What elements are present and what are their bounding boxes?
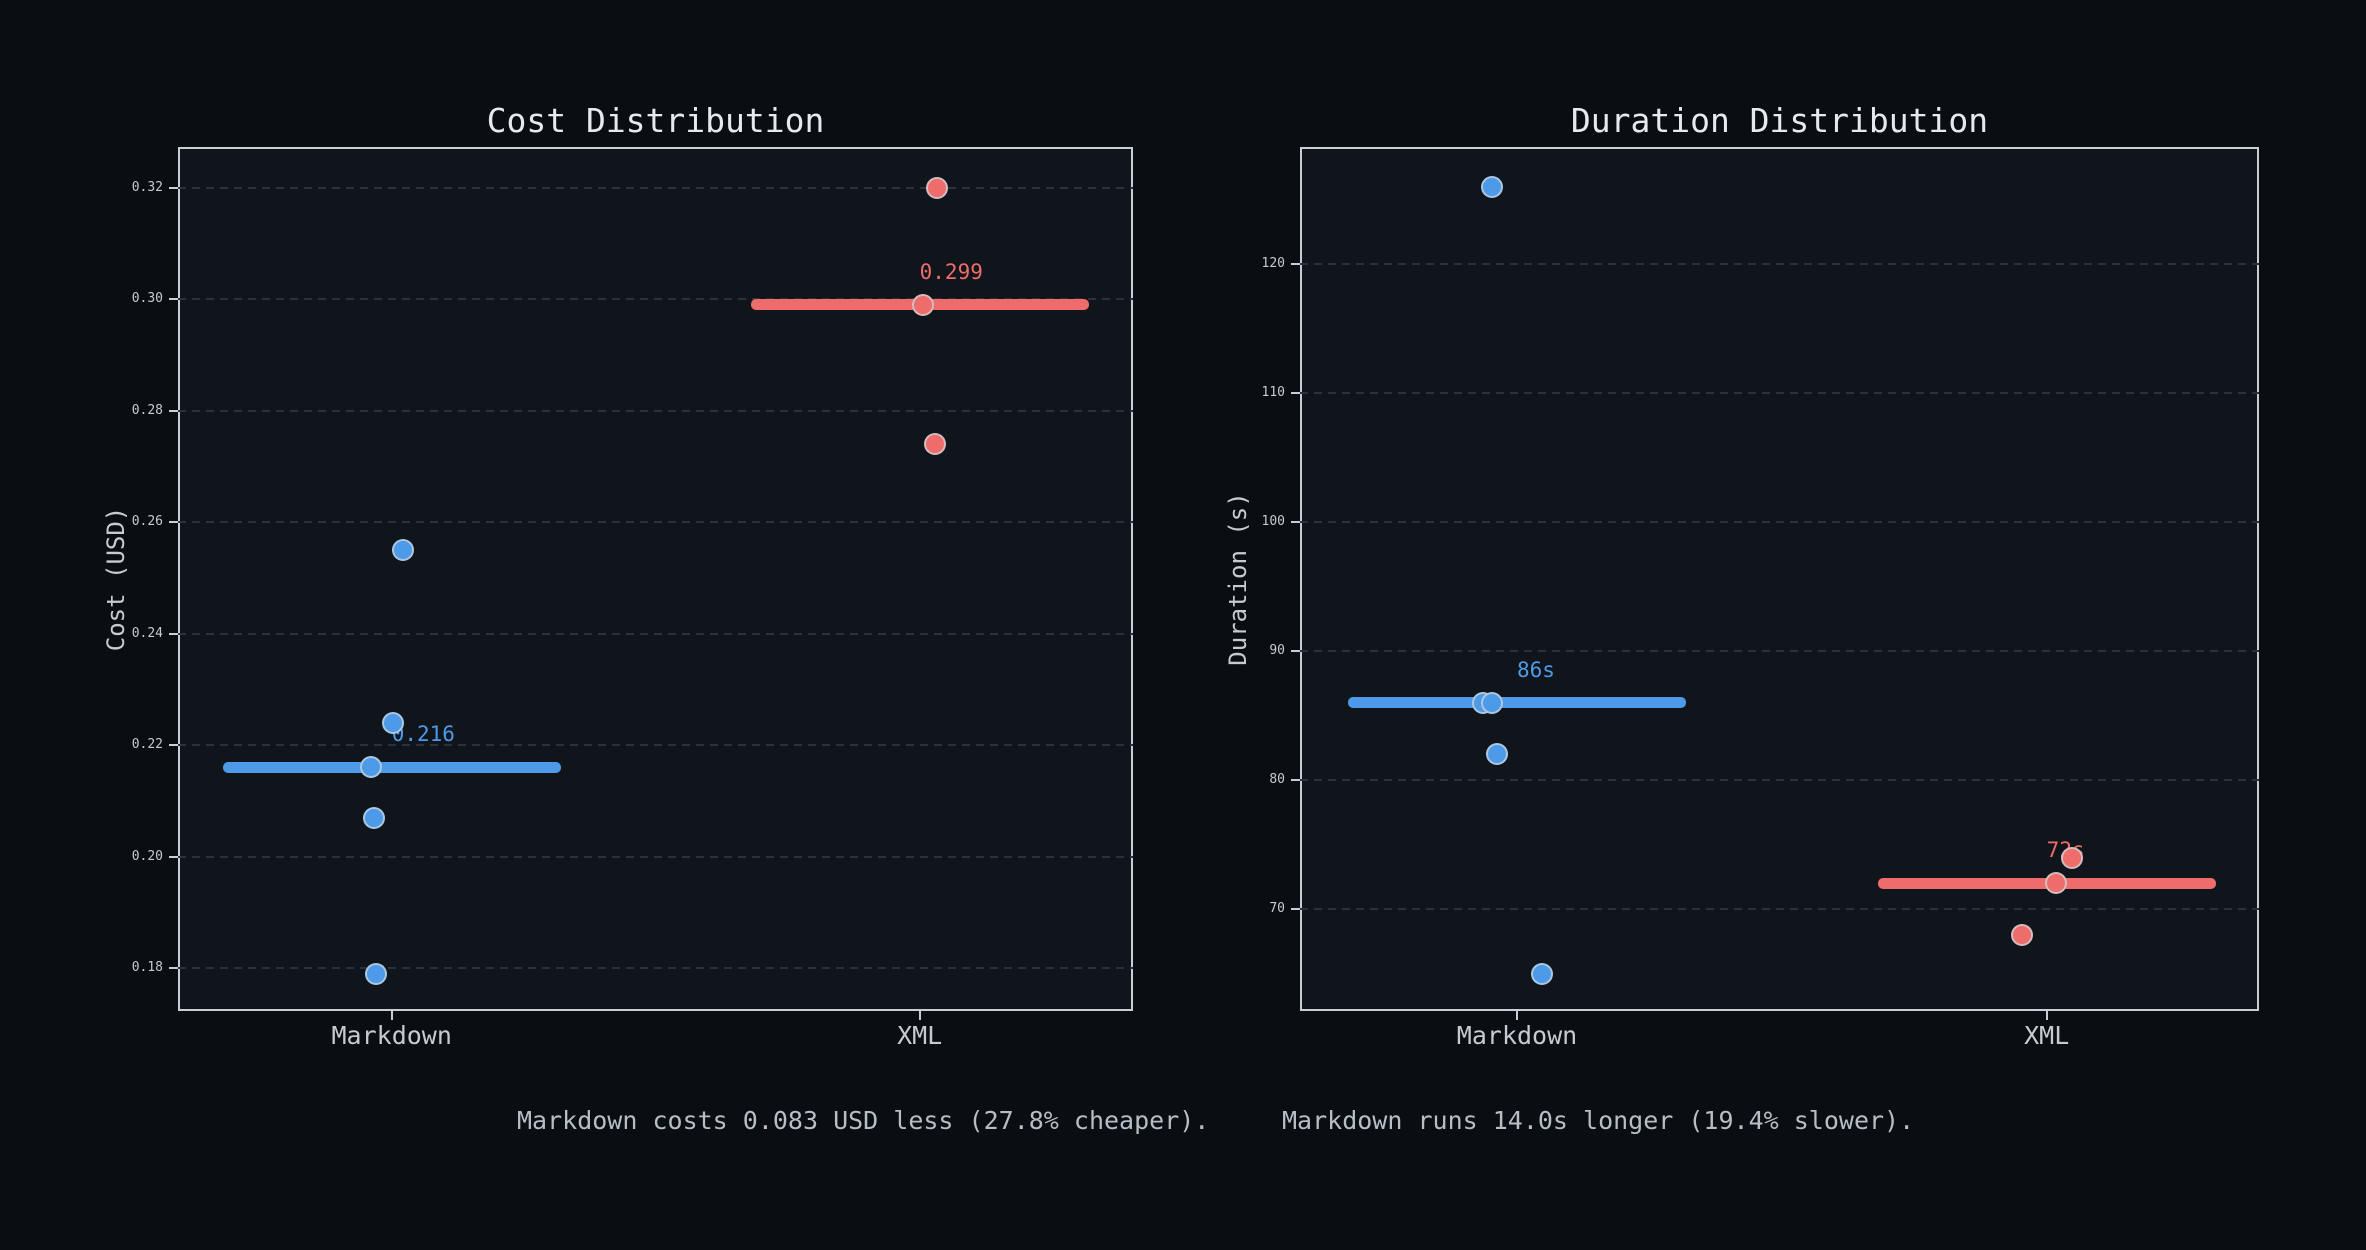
data-point <box>923 433 946 456</box>
y-tick-mark <box>1291 521 1300 524</box>
y-tick-mark <box>169 186 178 189</box>
duration-plot-area <box>1300 147 2259 1011</box>
category-label: XML <box>2024 1021 2070 1050</box>
data-point <box>362 806 385 829</box>
y-tick-label: 120 <box>1261 256 1285 272</box>
y-tick-label: 110 <box>1261 385 1285 401</box>
y-tick-mark <box>169 521 178 524</box>
data-point <box>364 962 387 985</box>
duration-chart-title: Duration Distribution <box>1570 101 1989 140</box>
data-point <box>1531 962 1554 985</box>
category-label: XML <box>897 1021 943 1050</box>
y-tick-label: 0.26 <box>131 514 163 530</box>
gridline <box>178 632 1133 635</box>
mean-label: 0.299 <box>919 259 983 284</box>
x-tick-mark <box>918 1011 921 1020</box>
duration-comparison-text: Markdown runs 14.0s longer (19.4% slower… <box>1282 1106 1915 1135</box>
gridline <box>1300 392 2259 395</box>
gridline <box>178 186 1133 189</box>
gridline <box>178 744 1133 747</box>
y-tick-label: 80 <box>1269 772 1285 788</box>
gridline <box>178 298 1133 301</box>
data-point <box>391 539 414 561</box>
data-point <box>925 176 948 199</box>
gridline <box>1300 908 2259 911</box>
y-tick-mark <box>1291 908 1300 911</box>
y-tick-label: 0.20 <box>131 848 163 864</box>
cost-chart-title: Cost Distribution <box>486 101 825 140</box>
gridline <box>178 521 1133 524</box>
y-tick-label: 0.22 <box>131 737 163 753</box>
mean-line <box>222 761 561 773</box>
gridline <box>178 967 1133 970</box>
y-tick-mark <box>169 409 178 412</box>
y-tick-mark <box>1291 650 1300 653</box>
gridline <box>1300 263 2259 266</box>
data-point <box>1486 743 1509 766</box>
y-tick-label: 0.32 <box>131 179 163 195</box>
data-point <box>2044 872 2067 895</box>
cost-plot-area <box>178 147 1133 1011</box>
y-tick-mark <box>1291 263 1300 266</box>
y-tick-label: 0.30 <box>131 291 163 307</box>
x-tick-mark <box>1516 1011 1519 1020</box>
data-point <box>2060 846 2083 869</box>
gridline <box>1300 779 2259 782</box>
data-point <box>359 756 382 779</box>
gridline <box>1300 650 2259 653</box>
x-tick-mark <box>390 1011 393 1020</box>
y-tick-label: 100 <box>1261 514 1285 530</box>
gridline <box>178 409 1133 412</box>
y-tick-label: 90 <box>1269 643 1285 659</box>
y-tick-mark <box>169 632 178 635</box>
x-tick-mark <box>2045 1011 2048 1020</box>
cost-comparison-text: Markdown costs 0.083 USD less (27.8% che… <box>517 1106 1210 1135</box>
gridline <box>1300 521 2259 524</box>
data-point <box>1481 175 1504 198</box>
y-tick-label: 0.24 <box>131 625 163 641</box>
gridline <box>178 855 1133 858</box>
y-tick-label: 70 <box>1269 901 1285 917</box>
category-label: Markdown <box>1456 1021 1578 1050</box>
y-tick-label: 0.18 <box>131 960 163 976</box>
data-point <box>1481 691 1504 714</box>
data-point <box>2010 923 2033 946</box>
y-tick-mark <box>169 298 178 301</box>
y-tick-mark <box>169 967 178 970</box>
y-tick-mark <box>1291 392 1300 395</box>
y-tick-label: 0.28 <box>131 402 163 418</box>
y-tick-mark <box>1291 779 1300 782</box>
y-tick-mark <box>169 744 178 747</box>
mean-label: 86s <box>1517 657 1555 682</box>
data-point <box>381 711 404 734</box>
category-label: Markdown <box>331 1021 452 1050</box>
data-point <box>911 293 934 316</box>
y-tick-mark <box>169 855 178 858</box>
mean-line <box>1348 697 1687 709</box>
